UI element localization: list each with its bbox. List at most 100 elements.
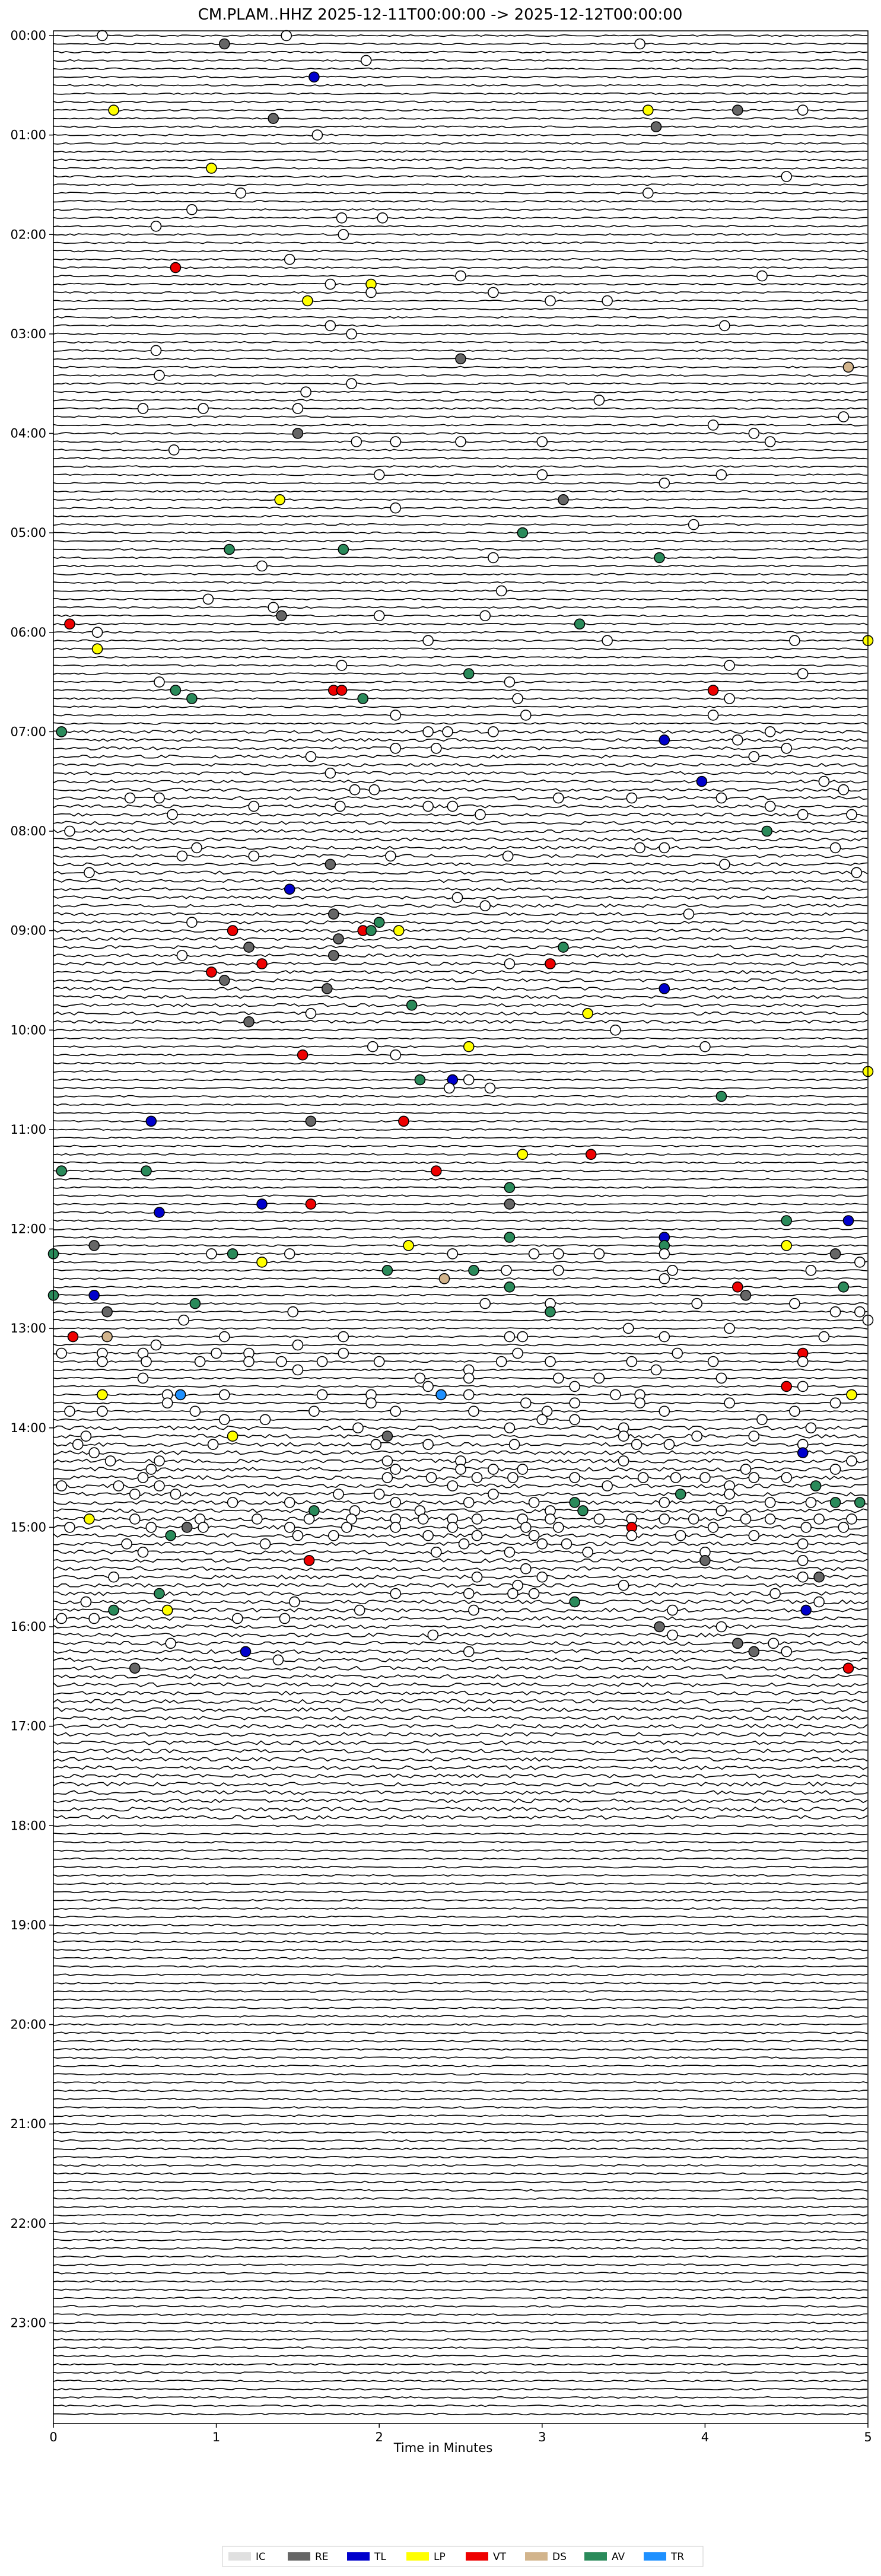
event-marker: [422, 1439, 434, 1450]
trace-row: [53, 1607, 868, 1613]
trace-row: [53, 200, 868, 203]
trace-row: [53, 2139, 868, 2142]
trace-row: [53, 1286, 868, 1289]
event-marker: [346, 328, 357, 340]
x-axis-label: Time in Minutes: [393, 2441, 493, 2455]
event-marker: [256, 1198, 268, 1210]
event-marker: [178, 1314, 190, 1326]
trace-row: [53, 1674, 868, 1679]
event-marker: [463, 1389, 475, 1401]
trace-row: [53, 1982, 868, 1985]
event-marker: [536, 1538, 548, 1550]
trace-row: [53, 1500, 868, 1505]
event-marker: [764, 436, 776, 447]
trace-row: [53, 1898, 868, 1902]
legend-label-re: RE: [315, 2551, 329, 2563]
event-marker: [610, 1025, 621, 1036]
trace-row: [53, 225, 868, 228]
trace-row: [53, 1045, 868, 1048]
event-marker: [672, 1347, 683, 1359]
event-marker: [442, 726, 453, 737]
event-marker: [274, 494, 286, 505]
event-marker: [488, 552, 499, 564]
event-marker: [545, 1306, 556, 1318]
event-marker: [536, 1414, 548, 1426]
trace-row: [53, 2321, 868, 2324]
trace-row: [53, 1203, 868, 1206]
event-marker: [333, 1489, 344, 1500]
event-marker: [422, 726, 434, 737]
event-marker: [854, 1306, 866, 1318]
trace-row: [53, 2255, 868, 2258]
event-marker: [381, 1265, 393, 1276]
trace-row: [53, 1376, 868, 1380]
event-marker: [517, 1464, 529, 1475]
event-marker: [365, 925, 377, 936]
event-marker: [101, 1306, 113, 1318]
trace-row: [53, 125, 868, 128]
y-tick-label: 17:00: [10, 1719, 46, 1734]
event-marker: [243, 1356, 255, 1367]
event-marker: [181, 1522, 193, 1533]
event-marker: [308, 71, 320, 83]
event-marker: [56, 1165, 67, 1176]
event-marker: [719, 858, 730, 870]
trace-row: [53, 639, 868, 642]
event-marker: [585, 1149, 597, 1160]
event-marker: [545, 1513, 556, 1525]
event-marker: [145, 1464, 157, 1475]
trace-row: [53, 1807, 868, 1812]
trace-row: [53, 324, 868, 327]
trace-row: [53, 2362, 868, 2366]
event-marker: [206, 966, 217, 978]
event-marker: [368, 784, 380, 796]
event-marker: [528, 1248, 540, 1260]
event-marker: [427, 1629, 439, 1641]
trace-row: [53, 1990, 868, 1993]
event-marker: [569, 1397, 581, 1409]
event-marker: [659, 1248, 670, 1260]
event-marker: [797, 1571, 809, 1583]
event-marker: [385, 850, 396, 862]
trace-row: [53, 1615, 868, 1621]
event-marker: [240, 1646, 252, 1658]
event-marker: [471, 1571, 483, 1583]
event-marker: [748, 1430, 760, 1442]
trace-row: [53, 257, 868, 261]
trace-row: [53, 2031, 868, 2034]
event-marker: [218, 38, 230, 50]
event-marker: [838, 1281, 850, 1293]
event-marker: [724, 1397, 735, 1409]
event-marker: [211, 1347, 222, 1359]
trace-row: [53, 1186, 868, 1189]
event-marker: [602, 1480, 613, 1491]
event-marker: [279, 1613, 291, 1624]
trace-row: [53, 2247, 868, 2250]
x-tick-label: 3: [538, 2430, 546, 2444]
trace-row: [53, 1940, 868, 1944]
event-marker: [545, 295, 556, 307]
event-marker: [536, 1571, 548, 1583]
event-marker: [390, 710, 402, 721]
trace-row: [53, 928, 868, 933]
event-marker: [569, 1414, 581, 1426]
y-tick-label: 09:00: [10, 924, 46, 938]
trace-row: [53, 656, 868, 659]
event-marker: [417, 1513, 429, 1525]
event-marker: [186, 203, 198, 215]
event-marker: [338, 228, 349, 240]
event-marker: [154, 1588, 165, 1599]
trace-row: [53, 2023, 868, 2026]
event-marker: [471, 1513, 483, 1525]
event-marker: [707, 419, 719, 431]
trace-row: [53, 100, 868, 103]
event-marker: [333, 933, 344, 944]
event-marker: [528, 1588, 540, 1599]
event-marker: [367, 1041, 379, 1052]
event-marker: [520, 1563, 532, 1575]
trace-row: [53, 754, 868, 759]
trace-row: [53, 664, 868, 667]
event-markers: [47, 30, 874, 1674]
trace-row: [53, 2090, 867, 2092]
event-marker: [305, 1115, 317, 1127]
